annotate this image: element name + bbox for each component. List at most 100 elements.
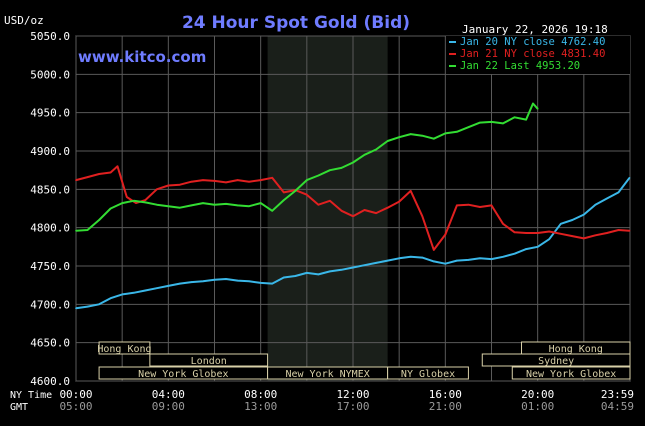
series-point bbox=[236, 179, 239, 181]
series-point bbox=[283, 199, 285, 201]
series-point bbox=[571, 235, 574, 237]
series-point bbox=[433, 137, 435, 140]
gmt-row-label: GMT bbox=[10, 402, 28, 413]
series-point bbox=[202, 280, 204, 283]
series-point bbox=[259, 282, 262, 284]
series-point bbox=[213, 180, 216, 182]
series-point bbox=[109, 207, 112, 210]
series-point bbox=[456, 131, 458, 133]
series-point bbox=[259, 179, 262, 181]
series-point bbox=[513, 116, 516, 119]
series-point bbox=[190, 180, 193, 183]
legend-entry: Jan 22 Last 4953.20 bbox=[460, 60, 580, 72]
series-point bbox=[86, 305, 89, 308]
series-point bbox=[490, 258, 493, 260]
session-label: Hong Kong bbox=[97, 344, 151, 355]
series-point bbox=[628, 177, 631, 179]
series-point bbox=[306, 272, 308, 274]
series-point bbox=[294, 190, 297, 192]
series-point bbox=[363, 154, 366, 156]
series-point bbox=[433, 260, 435, 263]
series-point bbox=[306, 179, 308, 181]
series-point bbox=[306, 193, 308, 196]
series-point bbox=[116, 165, 119, 168]
series-point bbox=[132, 200, 135, 202]
series-line-2 bbox=[75, 165, 630, 251]
series-point bbox=[156, 203, 158, 206]
series-point bbox=[225, 181, 227, 184]
series-point bbox=[386, 140, 389, 142]
series-point bbox=[75, 229, 77, 232]
x-tick-label-gmt: 01:00 bbox=[521, 400, 554, 413]
series-point bbox=[225, 278, 227, 280]
series-point bbox=[479, 206, 481, 208]
series-point bbox=[606, 197, 608, 200]
y-tick-label: 4950.0 bbox=[30, 107, 70, 120]
x-tick-label-gmt: 09:00 bbox=[152, 400, 185, 413]
session-label: NY Globex bbox=[401, 369, 455, 380]
series-point bbox=[456, 204, 458, 207]
series-point bbox=[283, 191, 285, 194]
series-point bbox=[502, 255, 504, 258]
legend-entry: Jan 21 NY close 4831.40 bbox=[460, 48, 605, 60]
series-point bbox=[213, 279, 216, 281]
legend-entry: Jan 20 NY close 4762.40 bbox=[460, 36, 605, 48]
series-point bbox=[513, 231, 516, 234]
series-point bbox=[594, 234, 597, 237]
y-tick-label: 4700.0 bbox=[30, 298, 70, 311]
series-point bbox=[271, 177, 274, 179]
series-point bbox=[109, 171, 112, 174]
series-point bbox=[86, 176, 89, 178]
series-point bbox=[109, 297, 112, 300]
series-point bbox=[467, 126, 470, 128]
x-tick-label-ny: 16:00 bbox=[429, 388, 462, 401]
x-tick-label-gmt: 04:59 bbox=[601, 400, 634, 413]
series-point bbox=[179, 206, 181, 209]
series-point bbox=[532, 102, 534, 105]
series-point bbox=[525, 118, 527, 121]
series-point bbox=[329, 200, 331, 202]
series-point bbox=[502, 223, 504, 225]
series-point bbox=[409, 190, 412, 192]
series-point bbox=[433, 249, 435, 251]
y-tick-label: 4650.0 bbox=[30, 337, 70, 350]
series-point bbox=[490, 204, 493, 207]
series-point bbox=[156, 287, 158, 290]
session-box bbox=[149, 353, 269, 367]
session-box bbox=[511, 366, 631, 380]
session-label: London bbox=[191, 356, 227, 367]
series-point bbox=[386, 206, 389, 209]
series-point bbox=[156, 188, 158, 191]
series-point bbox=[248, 280, 250, 283]
series-point bbox=[271, 210, 274, 212]
series-point bbox=[548, 238, 550, 240]
series-point bbox=[340, 167, 343, 169]
series-point bbox=[536, 232, 539, 234]
x-tick-label-gmt: 21:00 bbox=[429, 400, 462, 413]
series-point bbox=[340, 210, 343, 212]
timestamp: January 22, 2026 19:18 bbox=[462, 23, 608, 36]
y-unit-label: USD/oz bbox=[4, 14, 44, 27]
session-box bbox=[387, 366, 469, 380]
series-point bbox=[213, 203, 216, 206]
series-point bbox=[167, 205, 170, 207]
series-point bbox=[583, 237, 585, 240]
series-point bbox=[363, 209, 366, 211]
series-point bbox=[75, 179, 77, 181]
x-tick-label-ny: 04:00 bbox=[152, 388, 185, 401]
series-point bbox=[283, 276, 285, 279]
series-point bbox=[421, 134, 424, 137]
y-tick-label: 4800.0 bbox=[30, 222, 70, 235]
series-point bbox=[126, 196, 128, 198]
series-point bbox=[617, 229, 620, 231]
series-point bbox=[398, 200, 401, 203]
series-point bbox=[456, 259, 458, 262]
series-point bbox=[248, 205, 250, 207]
series-point bbox=[548, 230, 550, 233]
series-point bbox=[248, 180, 250, 183]
series-point bbox=[409, 133, 412, 135]
series-point bbox=[132, 292, 135, 294]
series-point bbox=[75, 307, 77, 310]
session-box bbox=[98, 341, 151, 355]
series-point bbox=[444, 233, 447, 236]
